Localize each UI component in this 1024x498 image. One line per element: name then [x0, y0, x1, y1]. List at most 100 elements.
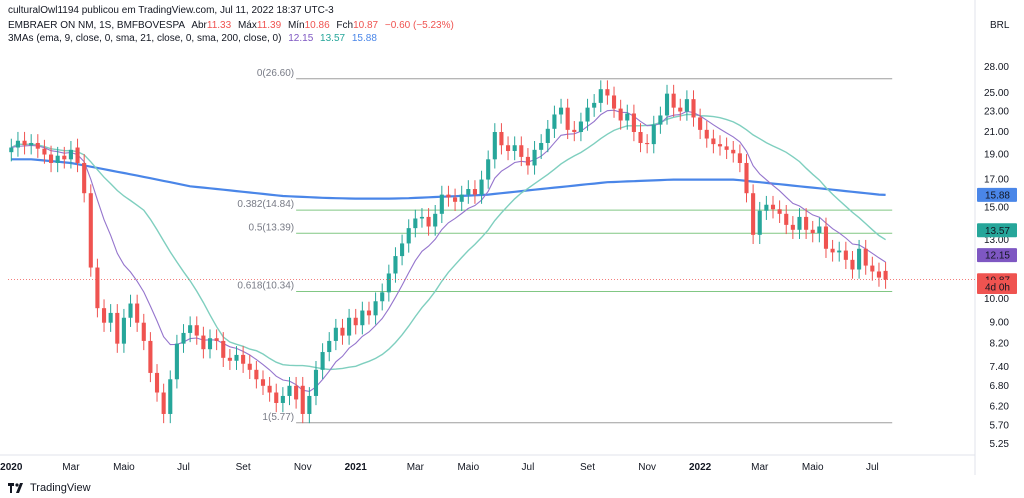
- candle-body: [42, 148, 47, 155]
- x-tick-label: 2020: [0, 462, 23, 473]
- candle-body: [221, 340, 226, 358]
- candle-body: [439, 194, 444, 214]
- ma2-value: 13.57: [320, 33, 346, 44]
- candle-body: [419, 216, 425, 219]
- candle-body: [598, 89, 603, 103]
- ma3-value: 15.88: [351, 33, 377, 44]
- candle-body: [62, 155, 67, 160]
- candle-body: [883, 270, 888, 280]
- candle-body: [95, 267, 100, 309]
- candle-body: [400, 243, 405, 257]
- candle-body: [486, 159, 491, 180]
- candle-body: [280, 395, 285, 403]
- y-tick-label: 6.80: [990, 381, 1010, 392]
- candle-body: [413, 218, 418, 229]
- candle-body: [260, 379, 266, 386]
- candle-body: [9, 147, 14, 153]
- x-tick-label: 2022: [689, 462, 712, 473]
- candle-body: [15, 140, 20, 148]
- candle-body: [433, 213, 438, 227]
- y-tick-label: 23.00: [984, 107, 1009, 118]
- candle-body: [664, 93, 670, 116]
- candle-body: [631, 113, 636, 132]
- candle-body: [181, 332, 186, 344]
- candle-body: [313, 369, 319, 396]
- candle-body: [353, 317, 358, 326]
- candle-body: [751, 193, 756, 235]
- candle-body: [764, 204, 769, 211]
- candle-body: [492, 131, 497, 160]
- x-tick-label: Mar: [751, 462, 769, 473]
- candle-body: [459, 194, 464, 202]
- candle-body: [519, 145, 524, 157]
- candle-body: [48, 154, 54, 163]
- price-label-text: 15.88: [985, 190, 1010, 201]
- candle-body: [194, 325, 199, 336]
- high-label: Máx: [237, 20, 257, 31]
- candle-body: [611, 95, 617, 109]
- sma21-line: [10, 113, 886, 371]
- candle-body: [605, 89, 610, 96]
- candle-body: [148, 340, 153, 373]
- candle-body: [479, 179, 484, 195]
- fib-level-label: 0.618(10.34): [237, 280, 294, 291]
- candle-body: [287, 385, 292, 396]
- candle-body: [671, 93, 676, 108]
- x-tick-label: Mar: [407, 462, 425, 473]
- candle-body: [850, 259, 855, 270]
- candle-body: [115, 312, 120, 344]
- y-tick-label: 19.00: [984, 150, 1009, 161]
- candle-body: [823, 226, 829, 249]
- ma-label: 3MAs (ema, 9, close, 0, sma, 21, close, …: [8, 33, 282, 44]
- ma1-value: 12.15: [288, 33, 314, 44]
- candle-body: [320, 352, 325, 370]
- candle-body: [678, 107, 683, 112]
- y-tick-label: 13.00: [984, 235, 1009, 246]
- candle-body: [684, 99, 689, 112]
- low-value: 10.86: [304, 20, 330, 31]
- x-tick-label: Nov: [294, 462, 312, 473]
- candle-body: [472, 189, 477, 195]
- candle-body: [135, 303, 140, 323]
- price-label-box: [977, 279, 1017, 294]
- candle-body: [227, 357, 232, 361]
- candle-body: [168, 379, 173, 414]
- y-tick-label: 5.70: [990, 421, 1010, 432]
- candle-body: [876, 271, 882, 278]
- candle-body: [545, 128, 550, 143]
- close-value: 10.87: [353, 20, 379, 31]
- y-tick-label: 15.00: [984, 203, 1009, 214]
- candle-body: [506, 145, 511, 151]
- candle-body: [565, 107, 570, 130]
- fib-level-label: 0(26.60): [257, 68, 294, 79]
- change-value: −0.60 (−5.23%): [384, 20, 454, 31]
- x-tick-label: 2021: [345, 462, 368, 473]
- candle-body: [201, 335, 206, 350]
- candle-body: [691, 99, 696, 118]
- y-tick-label: 28.00: [984, 62, 1009, 73]
- candle-body: [75, 147, 80, 163]
- candle-body: [651, 124, 656, 145]
- candle-body: [757, 210, 762, 235]
- y-tick-label: 9.00: [990, 318, 1010, 329]
- candle-body: [340, 327, 345, 336]
- candle-body: [241, 354, 246, 364]
- candle-body: [274, 392, 279, 403]
- candle-body: [347, 317, 352, 336]
- candle-body: [406, 228, 411, 244]
- candle-body: [88, 193, 93, 268]
- candle-body: [618, 108, 623, 121]
- candle-body: [558, 107, 564, 115]
- high-value: 11.39: [256, 20, 282, 31]
- candle-body: [446, 194, 451, 198]
- candle-body: [174, 343, 179, 380]
- candle-body: [863, 248, 868, 266]
- y-tick-label: 25.00: [984, 88, 1009, 99]
- candle-body: [698, 117, 703, 130]
- candle-body: [360, 310, 365, 326]
- currency-label: BRL: [990, 20, 1013, 31]
- low-label: Mín: [287, 20, 305, 31]
- candle-body: [35, 142, 40, 149]
- fib-level-label: 1(5.77): [262, 412, 294, 423]
